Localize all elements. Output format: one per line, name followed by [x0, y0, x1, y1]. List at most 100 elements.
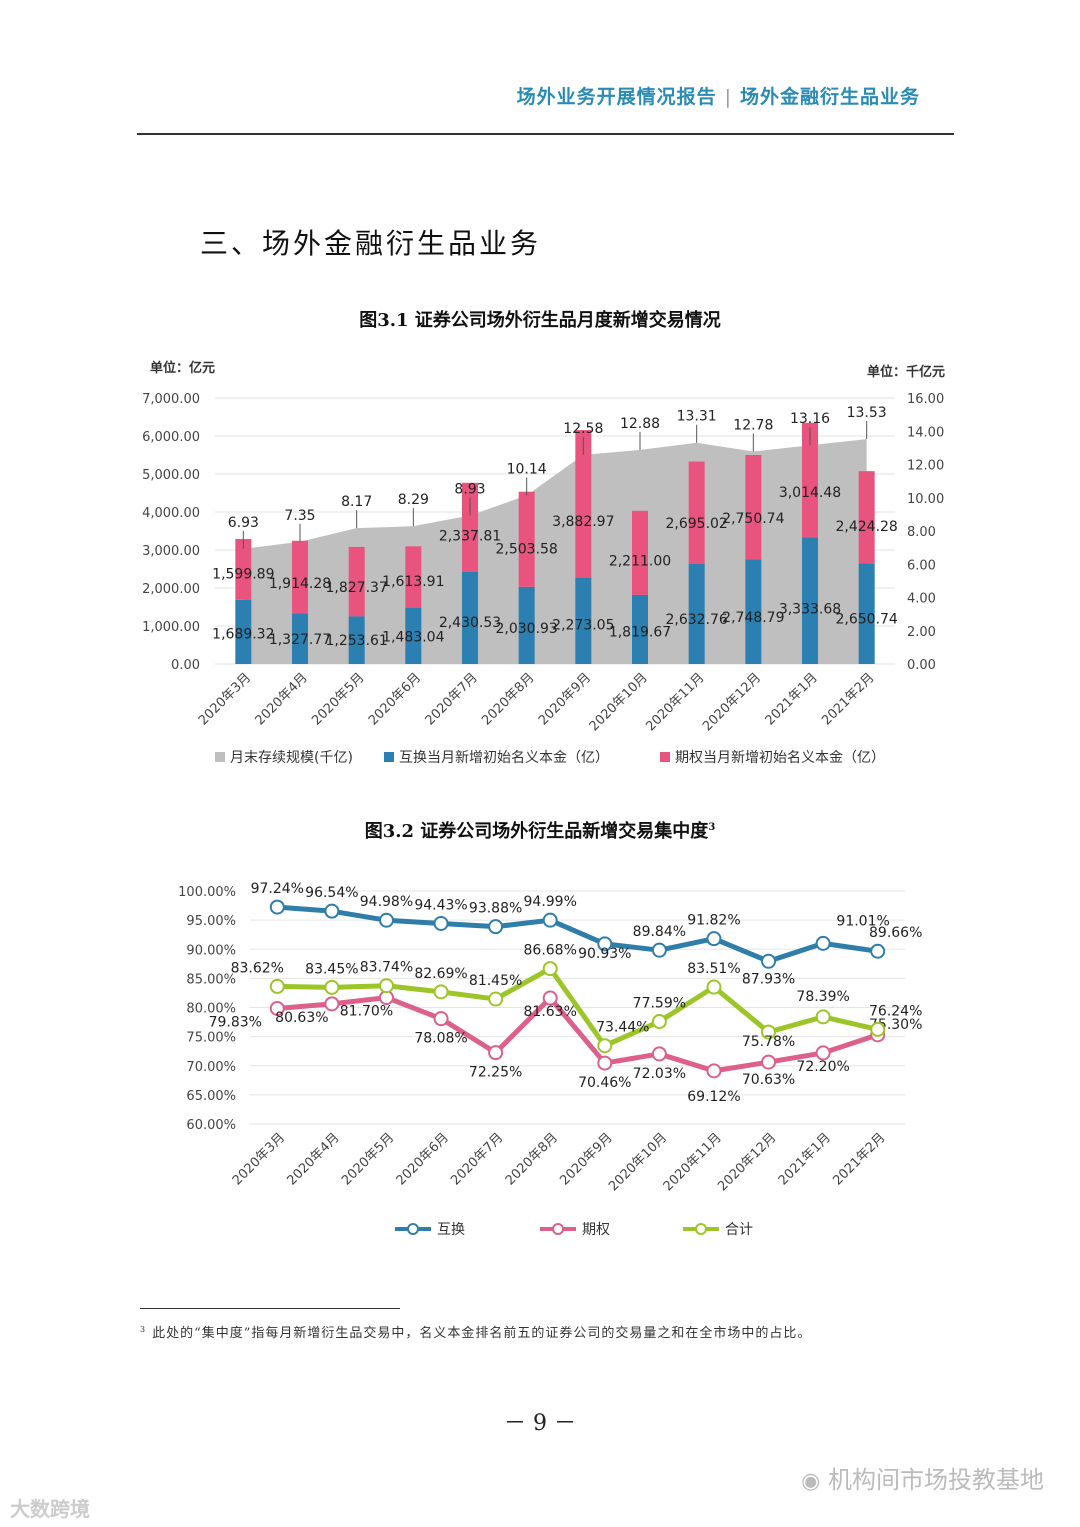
point-value-label: 91.82%	[687, 913, 740, 929]
line-point	[488, 919, 504, 935]
x-tick-label: 2020年7月	[448, 1130, 506, 1188]
x-tick-label: 2020年3月	[196, 670, 254, 728]
point-value-label: 89.84%	[633, 924, 686, 940]
figure2-chart: 60.00% 65.00% 70.00% 75.00% 80.00% 85.00% 90.0…	[178, 881, 922, 1238]
swap-value-label: 3,333.68	[779, 601, 841, 617]
total-line	[277, 966, 879, 1049]
bar-swap	[462, 571, 478, 664]
x-tick-label: 2020年7月	[423, 670, 481, 728]
area-value-label: 12.58	[563, 421, 603, 437]
legend-marker	[552, 1223, 564, 1235]
option-value-label: 1,914.28	[269, 576, 331, 592]
line-point	[706, 1063, 722, 1079]
bar-option	[405, 546, 422, 608]
swap-value-label: 2,030.93	[495, 621, 557, 637]
legend-marker	[695, 1223, 707, 1235]
point-value-label: 82.69%	[414, 966, 467, 982]
header-right: 场外金融衍生品业务	[739, 86, 920, 108]
line-point	[324, 979, 340, 995]
line-point	[651, 1014, 667, 1030]
point-value-label: 96.54%	[305, 885, 358, 901]
x-tick-label: 2021年1月	[776, 1130, 834, 1188]
bar-option	[802, 422, 818, 538]
point-value-label: 70.46%	[578, 1075, 631, 1091]
option-value-label: 2,337.81	[439, 529, 501, 545]
swap-value-label: 1,253.61	[325, 633, 387, 649]
legend-swatch	[384, 752, 394, 762]
line-point	[761, 1054, 777, 1070]
x-tick-label: 2020年5月	[339, 1130, 397, 1188]
right-tick-label: 16.00	[907, 392, 944, 407]
point-value-label: 86.68%	[524, 943, 577, 959]
swap-line	[277, 904, 879, 964]
point-value-label: 91.01%	[836, 913, 889, 929]
footnote-rule	[140, 1308, 400, 1309]
left-tick-label: 7,000.00	[142, 392, 200, 407]
bar-swap	[292, 613, 308, 664]
point-value-label: 83.74%	[360, 960, 413, 976]
point-value-label: 94.43%	[414, 897, 467, 913]
footnote-text: 此处的“集中度”指每月新增衍生品交易中，名义本金排名前五的证券公司的交易量之和在…	[152, 1326, 812, 1341]
watermark-secondary-text: 大数跨境	[10, 1497, 90, 1521]
point-value-label: 81.45%	[469, 973, 522, 989]
bar-swap	[858, 563, 875, 664]
area-value-label: 12.78	[733, 418, 773, 434]
swap-value-label: 1,819.67	[609, 624, 671, 640]
x-tick-label: 2020年9月	[536, 670, 594, 728]
x-tick-label: 2020年4月	[253, 670, 311, 728]
point-value-label: 80.63%	[275, 1010, 328, 1026]
left-tick-label: 2,000.00	[142, 582, 200, 597]
line-point	[378, 912, 394, 928]
swap-value-label: 1,483.04	[382, 629, 444, 645]
left-unit-label: 单位：亿元	[150, 360, 215, 376]
line-point	[542, 990, 558, 1006]
left-tick-label: 1,000.00	[142, 620, 200, 635]
footnote-ref: 3	[140, 1324, 147, 1334]
header-rule	[137, 133, 954, 135]
wechat-icon: ◉	[801, 1469, 821, 1494]
area-value-label: 8.93	[454, 482, 485, 498]
x-tick-label: 2020年3月	[230, 1130, 288, 1188]
line-point	[324, 903, 340, 919]
swap-value-label: 2,273.05	[552, 617, 614, 633]
x-tick-label: 2020年8月	[503, 1130, 561, 1188]
area-value-label: 13.16	[790, 411, 830, 427]
legend-marker	[407, 1223, 419, 1235]
swap-value-label: 2,748.79	[722, 610, 784, 626]
watermark-secondary: 大数跨境	[10, 1493, 90, 1522]
left-tick-label: 3,000.00	[142, 544, 200, 559]
line-point	[269, 978, 285, 994]
line-point	[761, 953, 777, 969]
legend-swatch	[660, 752, 670, 762]
line-point	[433, 984, 449, 1000]
right-tick-label: 4.00	[907, 592, 936, 607]
y-tick-label: 90.00%	[186, 943, 236, 958]
bar-option	[348, 546, 365, 617]
line-point	[815, 1045, 831, 1061]
legend-label: 合计	[725, 1222, 753, 1238]
left-tick-label: 0.00	[171, 658, 200, 673]
swap-value-label: 1,327.77	[269, 632, 331, 648]
legend-label: 互换	[437, 1221, 465, 1238]
area-value-label: 8.29	[398, 492, 429, 508]
right-unit-label: 单位：千亿元	[867, 364, 945, 380]
area-value-label: 6.93	[228, 515, 259, 531]
header-left: 场外业务开展情况报告	[516, 86, 717, 108]
bar-option	[235, 539, 252, 600]
line-point	[815, 1009, 831, 1025]
figure2-title: 图3.2 证券公司场外衍生品新增交易集中度3	[0, 817, 1080, 843]
bar-swap	[405, 607, 422, 664]
right-tick-label: 14.00	[907, 425, 944, 440]
left-tick-label: 6,000.00	[142, 430, 200, 445]
x-tick-label: 2020年4月	[284, 1130, 342, 1188]
x-tick-label: 2020年12月	[715, 1130, 779, 1194]
report-header: 场外业务开展情况报告 | 场外金融衍生品业务	[517, 82, 920, 109]
bar-swap	[745, 559, 762, 664]
point-value-label: 75.78%	[742, 1034, 795, 1050]
point-value-label: 81.70%	[340, 1004, 393, 1020]
x-tick-label: 2020年12月	[700, 670, 764, 734]
swap-value-label: 2,650.74	[835, 612, 897, 628]
right-tick-label: 10.00	[907, 492, 944, 507]
option-value-label: 1,827.37	[325, 580, 387, 596]
area-value-label: 12.88	[620, 416, 660, 432]
